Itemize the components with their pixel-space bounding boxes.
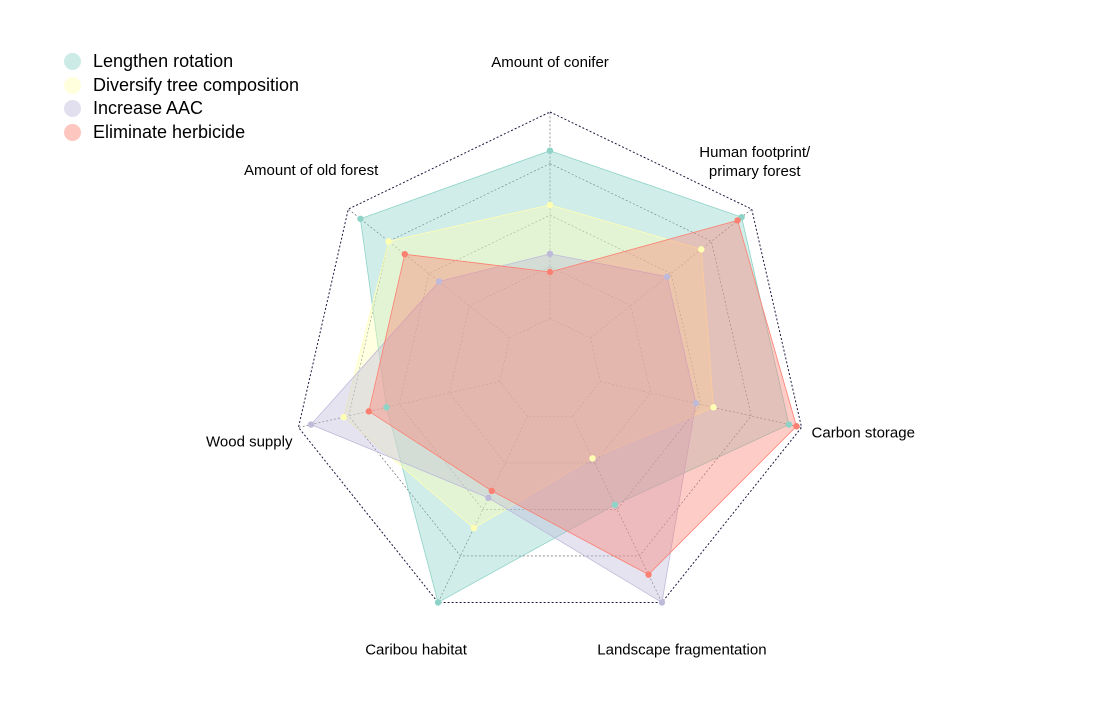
axis-label: Human footprint/ <box>699 144 811 161</box>
axis-label: Amount of conifer <box>491 54 609 71</box>
series-point-0 <box>611 501 619 509</box>
series-point-1 <box>470 524 478 532</box>
axis-label: Caribou habitat <box>365 641 468 658</box>
legend-swatch-eliminate-herbicide <box>64 123 81 141</box>
grid-spoke <box>298 381 500 428</box>
series-point-0 <box>383 404 390 411</box>
outer-ring <box>297 111 803 603</box>
series-point-2 <box>546 250 554 258</box>
legend-swatch-increase-aac <box>64 100 81 118</box>
legend-label: Increase AAC <box>93 98 204 119</box>
series-point-2 <box>663 273 671 280</box>
legend-item-lengthen-rotation: Lengthen rotation <box>64 50 299 74</box>
series-point-2 <box>307 421 315 428</box>
series-point-0 <box>434 599 442 606</box>
axis-label: Wood supply <box>206 433 293 450</box>
series-point-3 <box>793 423 800 430</box>
series-point-1 <box>340 413 347 421</box>
legend-label: Lengthen rotation <box>93 51 234 72</box>
legend-swatch-diversify-tree-composition <box>64 76 81 94</box>
legend-item-eliminate-herbicide: Eliminate herbicide <box>64 121 299 145</box>
series-area-3 <box>368 219 797 576</box>
legend-swatch-lengthen-rotation <box>64 53 81 71</box>
grid-spoke <box>348 208 510 339</box>
series-point-2 <box>435 278 443 285</box>
series-point-1 <box>710 404 717 411</box>
series-point-1 <box>546 201 554 209</box>
axis-label: Amount of old forest <box>244 162 379 179</box>
grid-ring <box>499 318 601 417</box>
series-point-0 <box>785 421 793 428</box>
series-point-2 <box>485 494 492 502</box>
series-area-2 <box>310 253 697 604</box>
series-point-3 <box>365 408 373 415</box>
series-point-3 <box>401 250 408 258</box>
grid-spoke <box>590 208 752 339</box>
axis-label: Carbon storage <box>812 424 915 441</box>
legend-label: Diversify tree composition <box>93 74 300 95</box>
grid-ring <box>449 266 651 464</box>
series-point-3 <box>546 268 554 276</box>
grid-ring <box>398 214 702 510</box>
series-point-2 <box>692 400 700 407</box>
legend-item-diversify-tree-composition: Diversify tree composition <box>64 74 299 98</box>
series-point-0 <box>357 215 364 222</box>
series-point-3 <box>488 487 495 495</box>
series-point-0 <box>546 147 554 154</box>
series-point-3 <box>734 217 741 224</box>
series-point-3 <box>645 571 652 578</box>
legend: Lengthen rotation Diversify tree composi… <box>64 50 299 144</box>
series-point-1 <box>385 238 392 245</box>
series-point-1 <box>698 246 705 253</box>
grid-ring <box>348 163 752 557</box>
legend-label: Eliminate herbicide <box>93 121 246 142</box>
series-point-1 <box>589 455 596 462</box>
series-area-1 <box>343 204 714 529</box>
axis-label: Landscape fragmentation <box>597 641 766 658</box>
axis-label: primary forest <box>709 163 802 180</box>
legend-item-increase-aac: Increase AAC <box>64 97 299 121</box>
series-point-2 <box>658 599 666 606</box>
